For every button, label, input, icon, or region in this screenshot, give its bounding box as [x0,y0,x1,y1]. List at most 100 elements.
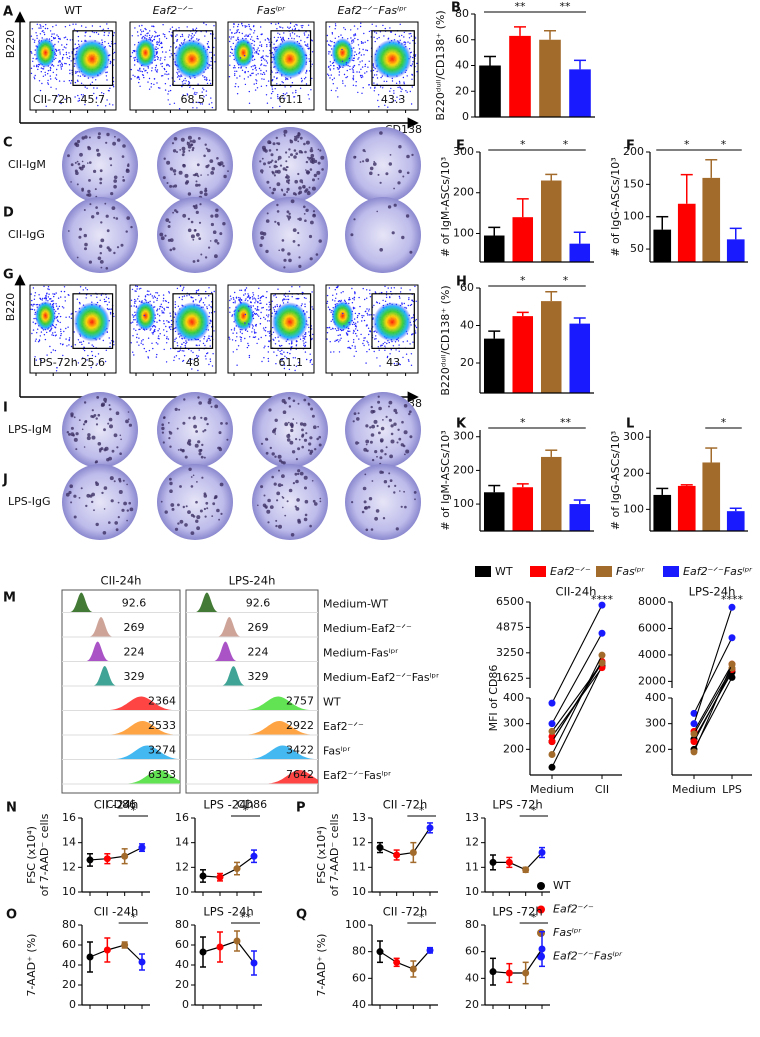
spot [80,487,83,490]
flow-event [347,38,349,40]
flow-event [202,87,204,89]
flow-event [283,32,285,34]
flow-event [243,294,245,296]
flow-event [52,302,55,305]
spot [202,430,205,433]
flow-event [213,290,215,293]
axis-label: B220 [4,293,17,322]
flow-event [376,38,378,40]
flow-event [374,338,376,340]
spot [128,501,131,505]
spot [113,179,117,183]
spot [194,172,199,177]
flow-event [352,71,354,73]
bar [539,39,561,117]
spot [303,213,306,215]
flow-event [264,318,266,320]
spot [195,180,198,183]
spot [162,176,166,180]
flow-event [169,312,171,314]
well [345,127,421,203]
spot [169,481,173,486]
flow-event [42,30,44,32]
spot [298,150,303,154]
flow-event [352,39,355,41]
flow-event [247,300,249,302]
spot [380,449,384,453]
flow-event [158,41,160,44]
spot [292,482,295,485]
flow-event [236,70,238,73]
flow-event [205,358,207,360]
flow-event [367,66,369,68]
flow-event [46,293,48,295]
spot [389,154,392,156]
flow-event [97,353,100,355]
flow-event [148,88,151,90]
flow-event [210,33,212,35]
flow-event [363,337,365,339]
spot [105,141,108,144]
flow-event [367,314,369,316]
flow-event [368,30,371,33]
flow-event [376,74,378,76]
row-label: CII-IgM [8,158,46,171]
spot [160,500,163,503]
spot [303,438,308,442]
spot [375,509,380,513]
flow-event [84,35,86,37]
gate [172,30,214,86]
flow-event [151,70,153,72]
mfi-value: 2533 [148,719,176,732]
spot [169,167,174,171]
flow-event [256,87,259,89]
flow-event [342,291,344,293]
flow-event [273,295,275,297]
flow-event [357,44,360,46]
flow-event [255,69,257,71]
flow-event [273,351,275,353]
flow-event [247,294,250,297]
spot [198,221,202,224]
flow-event [30,293,32,295]
spot [128,423,132,427]
bar [726,511,745,531]
flow-event [296,297,299,300]
flow-event [241,69,244,72]
flow-event [261,78,263,80]
spot [184,181,189,185]
flow-event [301,26,303,29]
histogram [62,745,180,760]
flow-event [201,91,203,93]
flow-event [401,303,403,305]
flow-event [369,289,371,291]
flow-event [91,354,94,357]
spot [126,483,128,486]
flow-event [375,301,378,303]
panel-label: F [626,139,635,154]
flow-event [57,64,59,67]
flow-event [337,96,339,98]
spot [283,129,288,134]
spot [81,428,84,431]
spot [169,248,173,252]
flow-event [206,339,208,341]
flow-event [211,365,214,367]
flow-event [201,103,204,105]
gate-value: 43.3 [381,93,406,106]
flow-event [353,299,355,301]
flow-event [105,296,108,298]
flow-event [107,34,110,37]
y-tick-label: 200 [645,742,666,755]
flow-event [152,347,154,350]
spot [397,181,401,185]
flow-event [59,51,61,53]
flow-event [342,80,344,82]
flow-event [206,79,208,81]
row-label: Medium-Eaf2⁻ᐟ⁻ [323,622,412,635]
flow-event [266,44,268,46]
flow-event [61,62,63,64]
flow-event [94,355,97,358]
flow-event [47,288,49,290]
flow-event [357,28,359,30]
